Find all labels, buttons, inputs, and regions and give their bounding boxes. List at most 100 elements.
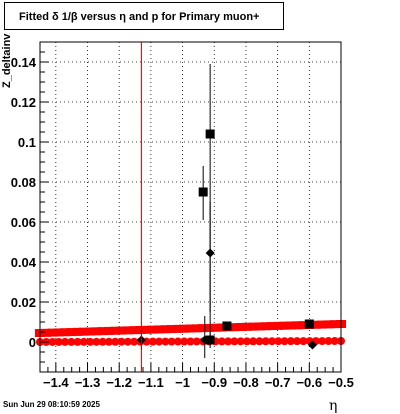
red-band-lower-marker <box>180 337 189 346</box>
y-axis-label: Z_deltainv <box>1 33 13 88</box>
y-tick-label: 0.12 <box>11 95 36 110</box>
x-tick-label: −1.2 <box>106 375 132 390</box>
x-tick-label: −1.4 <box>43 375 69 390</box>
red-band-lower-marker <box>73 337 82 346</box>
red-band-upper-marker <box>235 323 246 331</box>
x-tick-label: −0.8 <box>233 375 259 390</box>
red-band-upper-marker <box>285 321 296 330</box>
red-band-upper-marker <box>66 328 77 337</box>
red-band-upper-marker <box>122 326 133 335</box>
red-band-upper-marker <box>172 324 183 333</box>
red-band-upper-marker <box>41 328 52 337</box>
x-tick-label: −1 <box>175 375 190 390</box>
red-band-lower-marker <box>86 337 95 346</box>
y-tick-label: 0.02 <box>11 295 36 310</box>
red-band-upper-marker <box>292 321 303 330</box>
red-band-lower-marker <box>293 337 302 346</box>
red-band-upper-marker <box>229 323 240 332</box>
y-tick-label: 0.06 <box>11 215 36 230</box>
red-band-lower-marker <box>54 337 63 346</box>
red-band-lower-marker <box>318 337 327 346</box>
red-band-upper-marker <box>204 323 215 332</box>
x-axis-label: η <box>329 398 338 414</box>
red-band-upper-marker <box>60 328 71 337</box>
square-marker <box>222 321 232 331</box>
red-band-upper-marker <box>298 321 309 330</box>
x-tick-label: −0.9 <box>201 375 227 390</box>
red-band-upper-marker <box>323 320 334 329</box>
red-band-lower-marker <box>117 337 126 346</box>
red-band-lower-marker <box>236 337 245 346</box>
red-band-lower-marker <box>224 337 233 346</box>
x-tick-label: −1.1 <box>138 375 164 390</box>
square-marker <box>198 187 208 197</box>
square-marker <box>205 335 215 345</box>
red-band-lower-marker <box>48 337 57 346</box>
red-band-lower-marker <box>155 337 164 346</box>
red-band-lower-marker <box>274 337 283 346</box>
red-band-upper-marker <box>53 328 64 337</box>
axes <box>39 41 342 373</box>
red-band-lower-marker <box>92 337 101 346</box>
title-box: Fitted δ 1/β versus η and p for Primary … <box>4 2 284 30</box>
red-band-upper-marker <box>329 320 340 329</box>
y-tick-label: 0.1 <box>18 135 36 150</box>
red-band-upper-marker <box>310 320 321 329</box>
red-band-lower-marker <box>330 337 339 346</box>
red-band-lower-marker <box>186 337 195 346</box>
red-band-lower-marker <box>217 337 226 346</box>
red-band-upper-marker <box>129 326 140 335</box>
red-band-upper-marker <box>110 326 121 335</box>
red-band-lower-marker <box>104 337 113 346</box>
red-band-lower-marker <box>280 337 289 346</box>
red-band-lower-marker <box>324 337 333 346</box>
red-band-lower-marker <box>286 337 295 346</box>
red-band-lower-marker <box>230 337 239 346</box>
red-band-lower-marker <box>123 337 132 346</box>
red-band-lower-marker <box>192 337 201 346</box>
red-band-upper-marker <box>91 327 102 336</box>
red-band-upper-marker <box>97 327 108 336</box>
red-band-upper-marker <box>78 327 89 336</box>
tick-labels: −1.4 −1.3 −1.2 −1.1 −1 −0.9 −0.8 −0.7 −0.6 −0.5 0 0… <box>11 55 354 390</box>
red-band-upper-marker <box>116 326 127 335</box>
red-band-lower-marker <box>167 337 176 346</box>
red-band-lower-marker <box>67 337 76 346</box>
red-band-lower-marker <box>268 337 277 346</box>
y-tick-label: 0.08 <box>11 175 36 190</box>
red-band-upper-marker <box>135 326 146 334</box>
red-band-upper-marker <box>210 323 221 332</box>
red-band-upper-marker <box>166 325 177 334</box>
red-band-upper-marker <box>216 323 227 332</box>
x-tick-label: −0.5 <box>328 375 354 390</box>
diamond-marker <box>200 335 210 345</box>
red-band-upper-marker <box>191 324 202 333</box>
red-band-upper-marker <box>160 325 171 334</box>
x-tick-label: −0.6 <box>296 375 322 390</box>
red-band-lower-marker <box>61 337 70 346</box>
red-band-upper-marker <box>103 326 114 335</box>
red-band-upper-marker <box>317 320 328 329</box>
red-band-lower-marker <box>242 337 251 346</box>
diamond-marker <box>307 340 317 350</box>
y-tick-label: 0.14 <box>11 55 37 70</box>
red-band-lower-marker <box>173 337 182 346</box>
red-band-upper-marker <box>273 321 284 330</box>
red-band-upper-marker <box>279 321 290 330</box>
red-band-lower-marker <box>249 337 258 346</box>
red-band-lower-marker <box>261 337 270 346</box>
red-band-upper-marker <box>47 328 58 337</box>
data-markers <box>136 64 317 358</box>
red-band-lower-marker <box>255 337 264 346</box>
red-band-upper-marker <box>198 324 209 333</box>
red-band-upper-marker <box>254 322 265 331</box>
red-band-upper-marker <box>147 325 158 334</box>
x-tick-label: −0.7 <box>265 375 291 390</box>
red-band-lower-marker <box>98 337 107 346</box>
red-band-upper-marker <box>185 324 196 333</box>
red-bands <box>35 320 346 346</box>
red-band-lower-marker <box>111 337 120 346</box>
y-tick-label: 0 <box>29 335 36 350</box>
red-band-upper-marker <box>85 327 96 336</box>
red-band-upper-marker <box>72 327 83 336</box>
